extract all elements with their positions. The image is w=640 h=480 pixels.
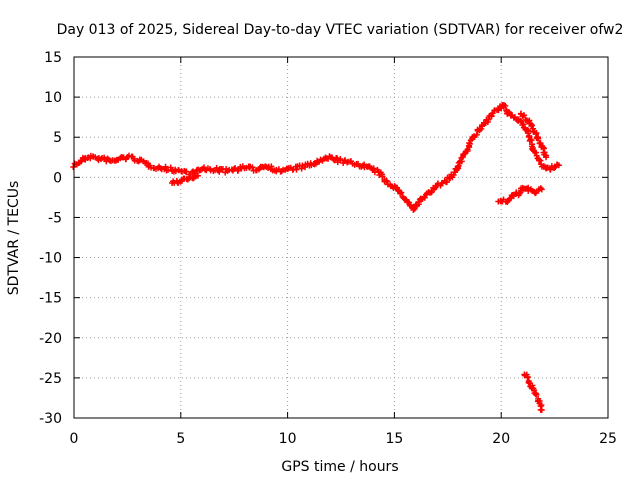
data-point [538, 406, 545, 413]
x-tick-label: 25 [599, 431, 617, 447]
y-tick-label: 0 [53, 170, 62, 186]
data-point [466, 140, 473, 147]
data-point [532, 390, 539, 397]
x-tick-label: 15 [385, 431, 403, 447]
y-axis-label: SDTVAR / TECUs [6, 181, 22, 296]
data-point [547, 166, 554, 173]
data-point [505, 108, 512, 115]
data-point [535, 135, 542, 142]
data-point [502, 102, 509, 109]
data-point [538, 186, 545, 193]
axis-ticks [73, 56, 609, 419]
data-point [485, 116, 492, 123]
data-point [524, 374, 531, 381]
y-tick-label: -20 [39, 331, 62, 347]
data-point [543, 154, 550, 161]
x-tick-label: 20 [492, 431, 510, 447]
y-tick-label: 15 [44, 50, 62, 66]
data-point [509, 191, 516, 198]
data-point [268, 163, 275, 170]
data-point [551, 164, 558, 171]
data-point [293, 166, 300, 173]
x-tick-labels: 0 5 10 15 20 25 [70, 431, 617, 447]
y-tick-labels: -30 -25 -20 -15 -10 -5 0 5 10 15 [39, 50, 62, 427]
data-point [398, 189, 405, 196]
data-point [473, 131, 480, 138]
y-tick-label: -30 [39, 411, 62, 427]
y-tick-label: -25 [39, 371, 62, 387]
grid-lines [74, 57, 608, 418]
data-point [421, 194, 428, 201]
data-point [231, 165, 238, 172]
data-point [537, 185, 544, 192]
data-point [384, 178, 391, 185]
data-point [370, 165, 377, 172]
data-point [517, 117, 524, 124]
data-points [70, 101, 562, 413]
y-tick-label: 10 [44, 90, 62, 106]
data-point [162, 163, 169, 170]
data-point [510, 114, 517, 121]
data-point [379, 173, 386, 180]
data-point [533, 391, 540, 398]
data-point [394, 184, 401, 191]
x-tick-label: 0 [70, 431, 79, 447]
plot-frame [73, 56, 609, 419]
data-point [183, 168, 190, 175]
data-point [528, 122, 535, 129]
data-point [479, 123, 486, 130]
data-point [249, 164, 256, 171]
y-tick-label: -5 [48, 210, 62, 226]
data-point [70, 163, 77, 170]
y-tick-label: -15 [39, 291, 62, 307]
data-point [488, 113, 495, 120]
data-point [411, 205, 418, 212]
data-point [555, 162, 562, 169]
x-tick-label: 10 [279, 431, 297, 447]
data-point [235, 167, 242, 174]
data-point [540, 144, 547, 151]
y-tick-label: -10 [39, 251, 62, 267]
data-point [521, 112, 528, 119]
data-point [541, 149, 548, 156]
x-axis-label: GPS time / hours [281, 459, 398, 475]
data-point [194, 172, 201, 179]
x-tick-label: 5 [176, 431, 185, 447]
chart-title: Day 013 of 2025, Sidereal Day-to-day VTE… [57, 22, 624, 38]
data-point [525, 379, 532, 386]
data-point [167, 164, 174, 171]
y-tick-label: 5 [53, 130, 62, 146]
